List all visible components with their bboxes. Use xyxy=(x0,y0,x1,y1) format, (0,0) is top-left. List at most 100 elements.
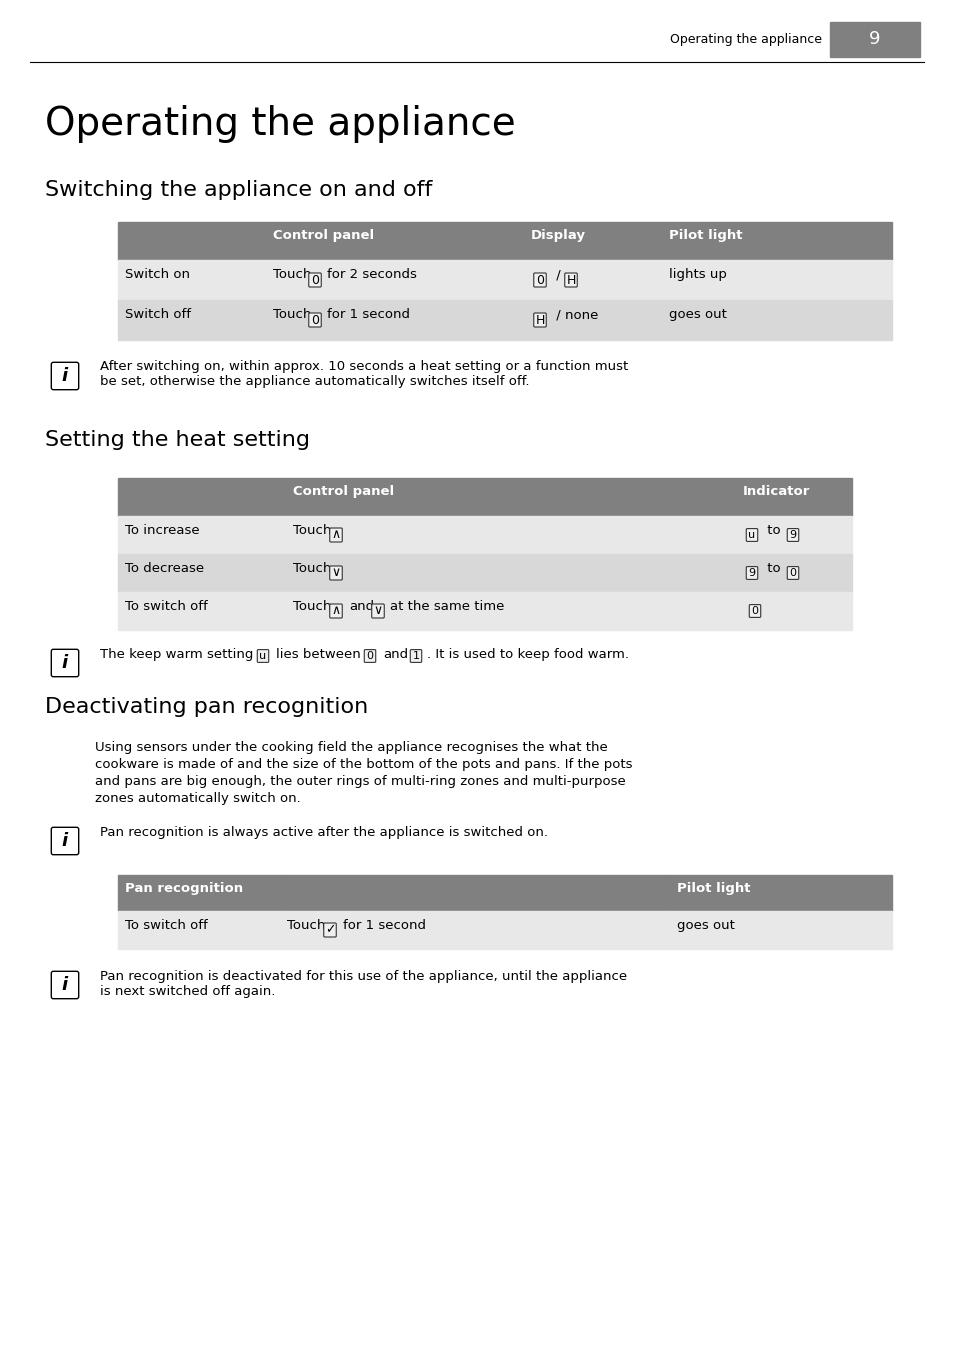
Text: Pilot light: Pilot light xyxy=(668,228,741,242)
Text: To switch off: To switch off xyxy=(125,919,208,932)
Text: at the same time: at the same time xyxy=(390,600,504,612)
Text: The keep warm setting: The keep warm setting xyxy=(100,648,253,661)
Text: ✓: ✓ xyxy=(324,923,335,937)
Bar xyxy=(266,222,523,260)
FancyBboxPatch shape xyxy=(51,827,78,854)
Text: 9: 9 xyxy=(868,31,880,49)
Bar xyxy=(286,554,735,592)
Text: Using sensors under the cooking field the appliance recognises the what the: Using sensors under the cooking field th… xyxy=(95,741,607,754)
Text: goes out: goes out xyxy=(677,919,734,932)
Text: i: i xyxy=(62,654,68,672)
Text: for 2 seconds: for 2 seconds xyxy=(327,268,416,281)
Text: for 1 second: for 1 second xyxy=(327,308,410,320)
Text: Pan recognition is always active after the appliance is switched on.: Pan recognition is always active after t… xyxy=(100,826,547,840)
Bar xyxy=(523,300,661,339)
Bar xyxy=(829,22,919,57)
Bar xyxy=(266,260,523,300)
Text: ∧: ∧ xyxy=(331,529,340,542)
Text: Setting the heat setting: Setting the heat setting xyxy=(45,430,310,450)
FancyBboxPatch shape xyxy=(748,604,760,618)
Bar xyxy=(118,875,280,911)
Text: ∨: ∨ xyxy=(331,566,340,580)
Text: 9: 9 xyxy=(789,530,796,539)
FancyBboxPatch shape xyxy=(745,566,757,580)
Text: Touch: Touch xyxy=(293,600,331,612)
Text: u: u xyxy=(259,652,266,661)
Bar xyxy=(669,911,891,949)
Text: / none: / none xyxy=(552,308,598,320)
Text: u: u xyxy=(748,530,755,539)
FancyBboxPatch shape xyxy=(309,273,321,287)
Bar xyxy=(118,592,286,630)
Text: 1: 1 xyxy=(412,652,419,661)
Bar xyxy=(661,300,891,339)
Bar xyxy=(286,516,735,554)
Bar xyxy=(118,260,266,300)
Text: i: i xyxy=(62,831,68,850)
Text: Touch: Touch xyxy=(287,919,325,932)
Text: H: H xyxy=(566,273,575,287)
Text: i: i xyxy=(62,366,68,385)
Bar xyxy=(286,592,735,630)
Text: to: to xyxy=(762,562,780,575)
Text: Switch off: Switch off xyxy=(125,308,191,320)
FancyBboxPatch shape xyxy=(330,566,342,580)
Text: Deactivating pan recognition: Deactivating pan recognition xyxy=(45,698,368,717)
FancyBboxPatch shape xyxy=(786,566,798,580)
Bar xyxy=(669,875,891,911)
Text: To increase: To increase xyxy=(125,525,199,537)
Bar xyxy=(523,222,661,260)
Text: Display: Display xyxy=(531,228,585,242)
Text: Touch: Touch xyxy=(273,308,311,320)
Text: 0: 0 xyxy=(751,606,758,617)
FancyBboxPatch shape xyxy=(533,314,546,327)
Text: 0: 0 xyxy=(536,273,543,287)
FancyBboxPatch shape xyxy=(410,649,421,662)
Text: lights up: lights up xyxy=(668,268,726,281)
Text: 0: 0 xyxy=(366,652,374,661)
FancyBboxPatch shape xyxy=(745,529,757,541)
Bar xyxy=(661,260,891,300)
Text: for 1 second: for 1 second xyxy=(343,919,426,932)
Text: 9: 9 xyxy=(748,568,755,579)
FancyBboxPatch shape xyxy=(533,273,546,287)
Text: Switch on: Switch on xyxy=(125,268,190,281)
Text: lies between: lies between xyxy=(275,648,360,661)
FancyBboxPatch shape xyxy=(372,604,384,618)
Text: 0: 0 xyxy=(789,568,796,579)
Bar xyxy=(661,222,891,260)
Text: To decrease: To decrease xyxy=(125,562,204,575)
Text: Pan recognition: Pan recognition xyxy=(125,882,243,895)
Bar xyxy=(118,516,286,554)
Bar xyxy=(735,516,851,554)
Bar xyxy=(118,911,280,949)
Text: ∨: ∨ xyxy=(373,604,382,618)
Bar xyxy=(118,479,286,516)
Text: To switch off: To switch off xyxy=(125,600,208,612)
Text: cookware is made of and the size of the bottom of the pots and pans. If the pots: cookware is made of and the size of the … xyxy=(95,758,632,771)
FancyBboxPatch shape xyxy=(786,529,798,541)
Text: 0: 0 xyxy=(311,273,318,287)
Bar xyxy=(735,554,851,592)
Text: Operating the appliance: Operating the appliance xyxy=(45,105,516,143)
Text: After switching on, within approx. 10 seconds a heat setting or a function must
: After switching on, within approx. 10 se… xyxy=(100,360,628,388)
Bar xyxy=(286,479,735,516)
Bar xyxy=(280,875,669,911)
Text: and pans are big enough, the outer rings of multi-ring zones and multi-purpose: and pans are big enough, the outer rings… xyxy=(95,775,625,788)
Bar xyxy=(523,260,661,300)
FancyBboxPatch shape xyxy=(564,273,577,287)
Text: goes out: goes out xyxy=(668,308,726,320)
FancyBboxPatch shape xyxy=(330,529,342,542)
Text: i: i xyxy=(62,976,68,994)
Text: 0: 0 xyxy=(311,314,318,326)
Text: Touch: Touch xyxy=(273,268,311,281)
Text: Operating the appliance: Operating the appliance xyxy=(669,32,821,46)
Bar xyxy=(118,554,286,592)
FancyBboxPatch shape xyxy=(330,604,342,618)
Text: Pan recognition is deactivated for this use of the appliance, until the applianc: Pan recognition is deactivated for this … xyxy=(100,969,626,998)
Text: and: and xyxy=(349,600,374,612)
Text: Touch: Touch xyxy=(293,525,331,537)
Text: Control panel: Control panel xyxy=(293,485,394,498)
Bar xyxy=(266,300,523,339)
Text: ∧: ∧ xyxy=(331,604,340,618)
